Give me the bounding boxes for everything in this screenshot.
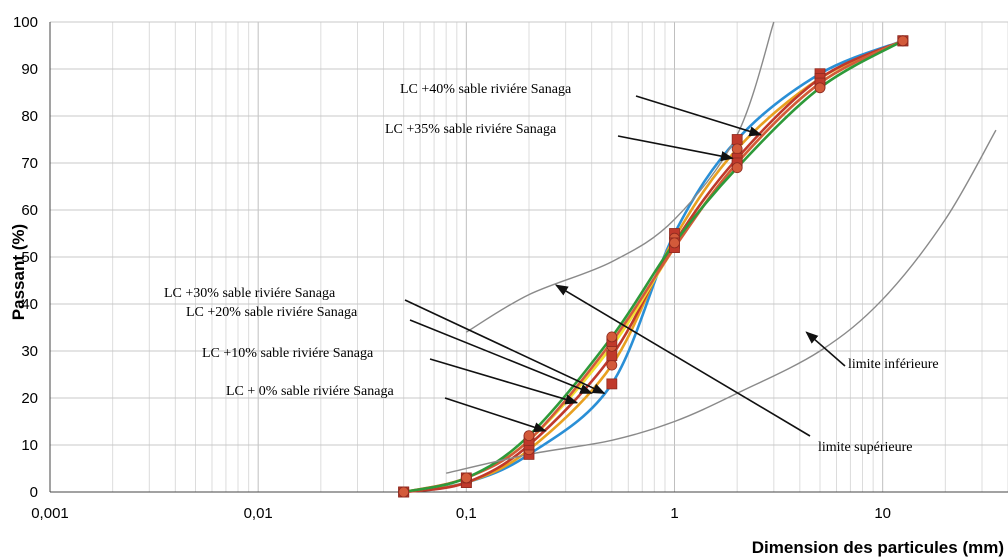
- annotation-label: LC +30% sable riviére Sanaga: [164, 286, 336, 301]
- series-line-0: [403, 39, 904, 494]
- y-tick-label: 70: [21, 155, 38, 172]
- data-point: [606, 359, 618, 371]
- data-point: [460, 472, 472, 484]
- grid: [49, 21, 1008, 493]
- annotation-layer: LC +40% sable riviére Sanaga LC +35% sabl…: [164, 82, 939, 455]
- x-tick-label: 0,01: [244, 505, 273, 522]
- axes: [49, 22, 1008, 493]
- marker-layer: [398, 35, 909, 498]
- y-tick-label: 50: [21, 249, 38, 266]
- tick-labels: 0 10 20 30 40 50 60 70 80 90 100 0,001 0,01 0,1 1 10: [13, 14, 891, 522]
- y-tick-label: 40: [21, 296, 38, 313]
- annotation-arrow: [555, 284, 811, 437]
- y-tick-label: 10: [21, 437, 38, 454]
- series-layer: [403, 21, 997, 494]
- series-line-5: [403, 39, 904, 494]
- data-point: [897, 35, 909, 47]
- x-tick-label: 0,1: [456, 505, 477, 522]
- series-line-3: [403, 39, 904, 494]
- series-line-2: [403, 39, 904, 494]
- x-tick-label: 10: [874, 505, 891, 522]
- annotation-arrow: [805, 331, 846, 367]
- annotation-arrow: [617, 135, 734, 162]
- series-line-4: [403, 39, 904, 494]
- y-tick-label: 90: [21, 61, 38, 78]
- annotation-arrow: [409, 319, 593, 395]
- annotation-label: LC +35% sable riviére Sanaga: [385, 122, 557, 137]
- y-axis-title: Passant (%): [9, 224, 28, 320]
- annotation-label: limite supérieure: [818, 440, 912, 455]
- x-tick-label: 1: [670, 505, 678, 522]
- annotation-label: LC + 0% sable riviére Sanaga: [226, 384, 394, 399]
- annotation-label: LC +10% sable riviére Sanaga: [202, 346, 374, 361]
- data-point: [606, 378, 618, 390]
- series-line-6: [465, 21, 775, 333]
- y-tick-label: 30: [21, 343, 38, 360]
- annotation-arrow: [429, 358, 579, 405]
- data-point: [731, 143, 743, 155]
- data-point: [814, 82, 826, 94]
- series-line-7: [446, 129, 997, 474]
- annotation-arrow: [404, 299, 606, 395]
- data-point: [731, 134, 743, 145]
- data-point: [606, 350, 618, 362]
- data-point: [669, 237, 680, 249]
- annotation-arrow: [444, 397, 547, 433]
- annotation-label: LC +40% sable riviére Sanaga: [400, 82, 572, 97]
- data-point: [606, 331, 618, 343]
- y-tick-label: 100: [13, 14, 38, 31]
- x-axis-title: Dimension des particules (mm): [752, 538, 1004, 557]
- y-tick-label: 80: [21, 108, 38, 125]
- x-tick-label: 0,001: [31, 505, 69, 522]
- y-tick-label: 60: [21, 202, 38, 219]
- y-tick-label: 20: [21, 390, 38, 407]
- annotation-label: limite inférieure: [848, 357, 939, 372]
- data-point: [398, 486, 410, 498]
- y-tick-label: 0: [30, 484, 38, 501]
- data-point: [731, 162, 743, 174]
- annotation-label: LC +20% sable riviére Sanaga: [186, 305, 358, 320]
- series-line-1: [403, 39, 904, 494]
- annotation-arrow: [635, 95, 763, 137]
- data-point: [523, 430, 535, 442]
